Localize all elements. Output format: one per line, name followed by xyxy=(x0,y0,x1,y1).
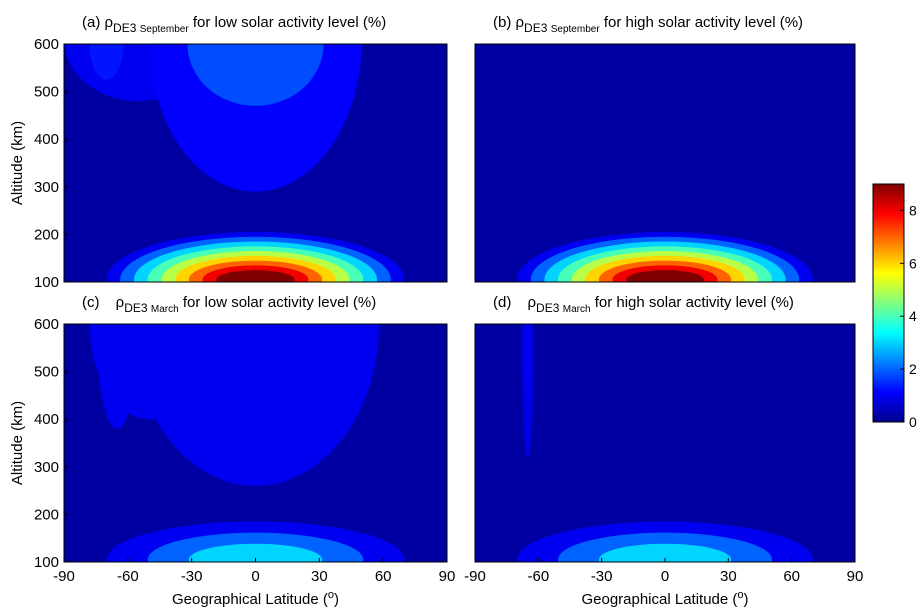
x-tick-label: -90 xyxy=(53,568,75,585)
y-tick-label: 200 xyxy=(34,226,59,243)
x-tick-label: -90 xyxy=(464,568,486,585)
x-tick-label: 0 xyxy=(251,568,259,585)
contour-level xyxy=(626,270,704,282)
contour-field xyxy=(64,324,447,562)
y-tick-label: 100 xyxy=(34,554,59,571)
y-axis-label: Altitude (km) xyxy=(9,401,26,485)
colorbar-tick-label: 6 xyxy=(909,255,917,271)
panel-title: (c) ρDE3 March for low solar activity le… xyxy=(82,294,376,315)
y-tick-label: 100 xyxy=(34,274,59,291)
contour-region xyxy=(521,324,535,458)
panel-c: 100 200 300 400 500 600 -90 -60 -30 0 30 60 90 Altitu… xyxy=(9,294,456,608)
x-tick-label: -60 xyxy=(527,568,549,585)
colorbar-tick-label: 8 xyxy=(909,202,917,218)
y-tick-label: 500 xyxy=(34,364,59,381)
contour-region xyxy=(89,44,124,80)
y-axis-label: Altitude (km) xyxy=(9,121,26,205)
x-tick-label: 60 xyxy=(375,568,392,585)
panel-title: (b) ρDE3 September for high solar activi… xyxy=(493,14,803,35)
colorbar-gradient xyxy=(872,183,905,423)
contour-field xyxy=(64,44,447,282)
y-tick-label: 600 xyxy=(34,316,59,333)
x-tick-label: 90 xyxy=(439,568,456,585)
x-tick-label: 60 xyxy=(783,568,800,585)
x-tick-label: 0 xyxy=(661,568,669,585)
x-tick-label: 30 xyxy=(720,568,737,585)
colorbar: 0 2 4 6 8 xyxy=(872,183,917,430)
plot-frame xyxy=(474,43,856,283)
colorbar-tick-label: 2 xyxy=(909,361,917,377)
x-tick-label: 30 xyxy=(311,568,328,585)
contour-level xyxy=(188,543,323,562)
colorbar-tick-label: 4 xyxy=(909,308,917,324)
x-tick-label: -30 xyxy=(181,568,203,585)
contour-level xyxy=(216,270,295,282)
panel-b: (b) ρDE3 September for high solar activi… xyxy=(474,14,856,283)
contour-region xyxy=(187,44,324,106)
contour-level xyxy=(598,543,732,562)
y-tick-label: 200 xyxy=(34,506,59,523)
x-axis-label: Geographical Latitude (o) xyxy=(581,589,748,608)
colorbar-tick-label: 0 xyxy=(909,414,917,430)
panel-d: -90 -60 -30 0 30 60 90 Geographical Latitude (o… xyxy=(464,294,864,608)
panel-a: 100 200 300 400 500 600 Altitude (km) (a) ρDE3 … xyxy=(9,14,448,291)
y-tick-label: 400 xyxy=(34,131,59,148)
panel-title: (a) ρDE3 September for low solar activit… xyxy=(82,14,386,35)
plot-frame xyxy=(63,43,448,283)
panel-title: (d) ρDE3 March for high solar activity l… xyxy=(493,294,794,315)
x-tick-label: 90 xyxy=(847,568,864,585)
y-tick-label: 500 xyxy=(34,84,59,101)
y-tick-label: 300 xyxy=(34,459,59,476)
x-tick-label: -60 xyxy=(117,568,139,585)
contour-field xyxy=(475,44,855,282)
x-axis-label: Geographical Latitude (o) xyxy=(172,589,339,608)
x-tick-label: -30 xyxy=(591,568,613,585)
y-tick-label: 300 xyxy=(34,179,59,196)
contour-region xyxy=(95,324,139,429)
y-tick-label: 400 xyxy=(34,411,59,428)
contour-field xyxy=(475,324,855,562)
y-tick-label: 600 xyxy=(34,36,59,53)
